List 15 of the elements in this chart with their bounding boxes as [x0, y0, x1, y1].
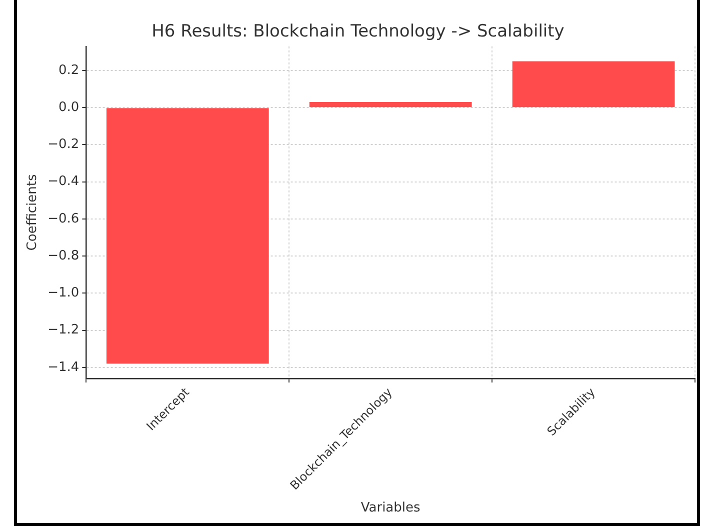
y-tick-label: −1.2	[48, 322, 80, 338]
y-tick-label: −0.8	[48, 248, 80, 264]
bar	[309, 102, 472, 108]
y-tick-label: 0.0	[58, 100, 80, 116]
y-tick-label: −0.6	[48, 211, 80, 226]
y-tick-label: 0.2	[58, 62, 80, 78]
y-tick-label: −1.4	[48, 360, 80, 375]
y-tick-label: −0.2	[48, 137, 80, 152]
y-axis-title: Coefficients	[25, 174, 40, 251]
y-tick-label: −0.4	[48, 174, 80, 190]
chart-title: H6 Results: Blockchain Technology -> Scalability	[152, 22, 564, 42]
y-tick-label: −1.0	[48, 286, 80, 301]
x-axis-title: Variables	[360, 500, 421, 516]
bar	[106, 108, 269, 364]
bar	[512, 61, 675, 108]
